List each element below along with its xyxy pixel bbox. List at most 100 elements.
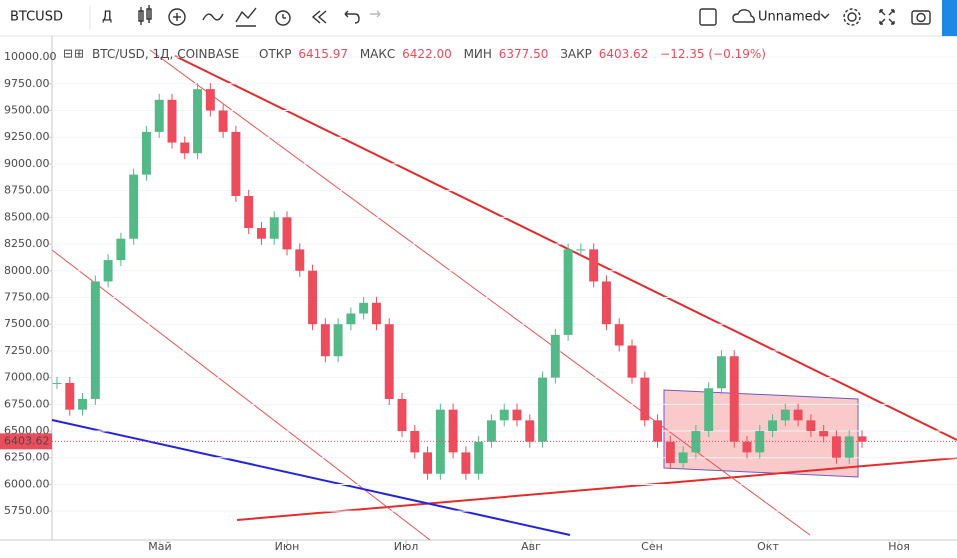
settings-icon[interactable] — [843, 8, 861, 26]
change-value: −12.35 (−0.19%) — [660, 47, 766, 61]
candle — [729, 356, 739, 442]
candle — [678, 452, 688, 464]
candle — [499, 409, 509, 421]
candle — [563, 249, 573, 335]
candle — [269, 217, 279, 239]
collapse-icon[interactable]: ⊟ — [63, 47, 73, 61]
y-tick-label: 9750.00 — [4, 77, 50, 90]
candle — [793, 409, 803, 421]
candle — [103, 260, 113, 282]
fullscreen-icon[interactable] — [879, 9, 895, 25]
candle — [256, 228, 266, 239]
y-tick-label: 8500.00 — [4, 210, 50, 223]
candle — [116, 238, 126, 261]
y-tick-label: 8000.00 — [4, 264, 50, 277]
candle-icon[interactable] — [138, 5, 152, 25]
dropdown-icon[interactable] — [820, 13, 830, 19]
y-tick-label: 6000.00 — [4, 477, 50, 490]
y-tick-label: 8750.00 — [4, 184, 50, 197]
legend-title: BTC/USD, 1Д, COINBASE — [92, 47, 239, 61]
trend-line — [51, 419, 571, 536]
candle — [320, 324, 330, 357]
candle — [716, 356, 726, 389]
candle — [333, 324, 343, 357]
y-tick-label: 9500.00 — [4, 104, 50, 117]
y-tick-label: 6250.00 — [4, 451, 50, 464]
templates-icon[interactable] — [235, 7, 257, 27]
candle — [665, 441, 675, 464]
candle — [704, 388, 714, 432]
y-tick-label: 9000.00 — [4, 157, 50, 170]
candle — [167, 99, 177, 143]
interval[interactable]: Д — [102, 10, 112, 25]
compare-icon[interactable] — [202, 13, 224, 21]
undo-icon[interactable] — [344, 10, 360, 24]
candle — [410, 431, 420, 453]
y-tick-label: 9250.00 — [4, 130, 50, 143]
candle — [90, 281, 100, 399]
y-tick-label: 8250.00 — [4, 237, 50, 250]
indicators-icon[interactable] — [168, 8, 186, 26]
redo-icon[interactable] — [370, 10, 381, 18]
y-tick-label: 6750.00 — [4, 397, 50, 410]
cloud-icon[interactable] — [732, 9, 755, 23]
toolbar — [0, 0, 957, 36]
candle — [653, 420, 663, 442]
candle — [231, 131, 241, 196]
low-label: МИН — [464, 47, 492, 61]
candle — [218, 110, 228, 132]
candle — [65, 382, 75, 410]
candle — [308, 270, 318, 325]
candle — [397, 398, 407, 432]
y-tick-label: 5750.00 — [4, 504, 50, 517]
high-label: МАКС — [360, 47, 395, 61]
checkbox-icon[interactable] — [699, 8, 717, 26]
y-tick-label: 7000.00 — [4, 371, 50, 384]
candle — [768, 420, 778, 432]
y-tick-label: 7500.00 — [4, 317, 50, 330]
alert-icon[interactable] — [275, 10, 291, 26]
candle — [423, 452, 433, 474]
legend: BTC/USD, 1Д, COINBASE ОТКР 6415.97 МАКС … — [92, 47, 766, 61]
x-tick-label: Май — [148, 540, 171, 553]
candle — [52, 382, 62, 384]
close-value: 6403.62 — [599, 47, 649, 61]
candle — [819, 431, 829, 437]
candle — [180, 142, 190, 154]
trend-line — [174, 55, 957, 441]
candle — [371, 302, 381, 325]
candle — [435, 409, 445, 474]
candle — [589, 249, 599, 282]
x-tick-label: Июн — [275, 540, 300, 553]
candle — [742, 441, 752, 453]
candle — [282, 217, 292, 250]
trend-line — [236, 457, 957, 521]
candle — [384, 324, 394, 399]
open-label: ОТКР — [259, 47, 292, 61]
candle — [844, 436, 854, 458]
candle — [346, 313, 356, 325]
symbol[interactable]: BTCUSD — [10, 10, 63, 25]
candle — [359, 302, 369, 314]
trend-line — [149, 49, 811, 536]
y-tick-label: 7250.00 — [4, 344, 50, 357]
candle — [474, 441, 484, 474]
candle — [538, 377, 548, 442]
settings-toggle[interactable]: ⊞ — [74, 47, 84, 61]
replay-icon[interactable] — [311, 10, 327, 24]
candle — [550, 334, 560, 378]
candle — [601, 281, 611, 325]
x-tick-label: Июл — [394, 540, 419, 553]
snapshot-icon[interactable] — [911, 10, 931, 25]
trend-line — [51, 249, 431, 541]
layout-name[interactable]: Unnamed — [758, 10, 821, 25]
candle — [154, 99, 164, 132]
close-label: ЗАКР — [560, 47, 592, 61]
side-panel-toggle[interactable] — [942, 0, 957, 36]
high-value: 6422.00 — [402, 47, 452, 61]
x-tick-label: Авг — [521, 540, 541, 553]
x-tick-label: Сен — [641, 540, 663, 553]
candle — [78, 398, 88, 410]
open-value: 6415.97 — [298, 47, 348, 61]
